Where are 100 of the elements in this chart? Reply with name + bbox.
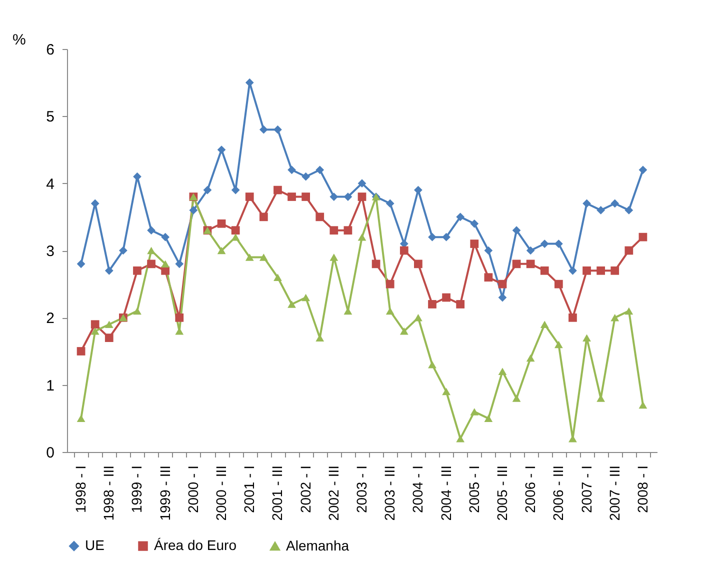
legend-label: UE [85,537,104,554]
point [540,320,549,328]
point [470,408,479,416]
point [358,192,366,201]
point [288,166,296,174]
point [512,260,521,268]
point [582,266,591,275]
point [76,414,86,422]
y-axis-title: % [12,32,26,48]
point [512,226,521,235]
point [386,307,394,315]
point [302,172,310,181]
x-tick-label: 2007 - I [578,466,594,513]
point [470,240,479,248]
point [498,368,507,376]
point [147,260,156,268]
point [526,246,535,255]
point [259,254,268,261]
x-tick-label: 2003 - III [382,466,398,521]
point [610,314,620,322]
point [259,125,268,134]
point [568,266,577,275]
x-tick-label: 2004 - III [438,466,454,521]
point [442,232,450,242]
point [104,334,114,342]
point [104,320,114,328]
point [288,300,296,308]
x-tick-label: 2000 - I [184,466,201,513]
point [217,219,226,228]
point [554,240,563,248]
point [414,314,422,322]
point [568,313,577,322]
x-tick-label: 2006 - I [522,466,538,513]
point [554,340,563,348]
x-tick-label: 2002 - III [325,466,342,521]
point [582,199,591,208]
point [302,294,310,302]
x-tick-label: 1999 - I [128,466,145,513]
x-tick-label: 2004 - I [410,466,426,513]
point [442,293,450,302]
x-tick-label: 2008 - I [634,466,650,513]
x-tick-label: 2001 - III [269,466,286,521]
point [189,206,198,214]
point [442,388,450,396]
point [582,334,591,342]
point [386,199,394,208]
point [638,166,648,174]
point [161,260,170,268]
point [161,232,170,242]
point [90,320,100,329]
x-tick-label: 2005 - I [466,466,482,513]
y-tick-label: 1 [46,377,54,394]
x-tick-label: 2000 - III [213,466,230,521]
point [456,300,465,308]
point [414,186,422,194]
point [90,327,100,335]
point [330,226,338,235]
y-tick-label: 0 [46,444,54,462]
y-tick-label: 4 [46,176,54,193]
point [316,166,324,174]
point [484,414,493,422]
point [259,212,268,222]
point [498,280,507,288]
point [428,232,436,242]
point [147,246,156,254]
point [274,274,282,281]
point [456,434,465,442]
point [217,246,226,254]
x-tick-label: 2005 - III [494,466,510,521]
point [358,233,366,241]
point [330,254,338,261]
point [217,146,226,154]
point [133,307,142,315]
point [316,212,324,222]
x-tick-label: 1998 - III [100,466,117,521]
point [428,361,436,368]
point [526,260,535,268]
point [470,219,479,228]
point [554,280,563,288]
point [344,192,352,201]
point [119,246,128,255]
point [330,192,338,201]
point [274,125,282,134]
point [76,260,86,268]
point [104,266,114,275]
point [638,232,648,242]
point [484,273,493,282]
point [231,226,240,235]
point [624,246,634,255]
point [540,266,549,275]
point [302,192,310,201]
legend-label: Alemanha [286,537,350,554]
point [274,186,282,194]
point [386,280,394,288]
x-tick-label: 2001 - I [241,466,258,513]
point [147,226,156,235]
point [344,226,352,235]
legend-label: Área do Euro [154,537,237,554]
point [428,300,436,308]
point [484,246,493,255]
